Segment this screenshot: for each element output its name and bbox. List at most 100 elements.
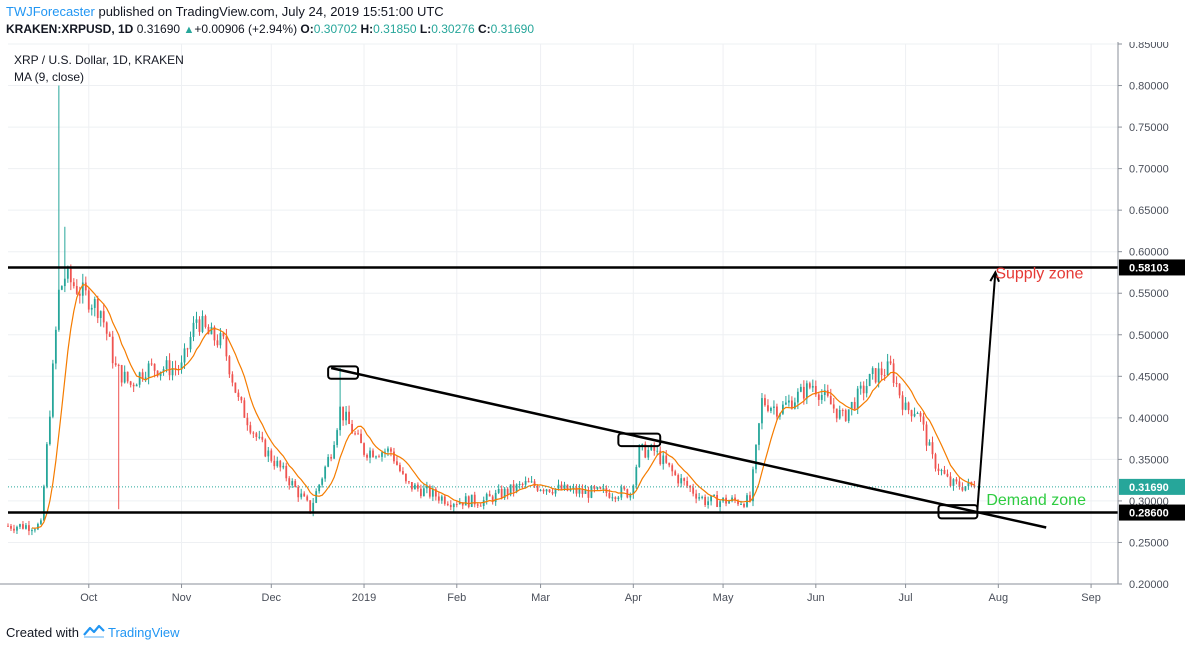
candle-body (740, 503, 742, 505)
candle-body (713, 495, 715, 497)
candle-body (578, 488, 581, 494)
candle-body (108, 333, 111, 337)
candle-body (7, 525, 9, 527)
candle-body (345, 411, 347, 421)
candle-body (416, 484, 419, 489)
candle-body (934, 454, 937, 469)
y-tick-label: 0.70000 (1129, 164, 1169, 176)
x-tick-label: Jul (899, 592, 913, 604)
candle-body (521, 483, 524, 485)
y-tick-label: 0.40000 (1129, 413, 1169, 425)
candle-body (880, 368, 883, 375)
candle-body (958, 481, 961, 488)
candle-body (300, 493, 303, 498)
candle-body (446, 503, 449, 505)
candle-body (838, 409, 841, 419)
candle-body (476, 504, 479, 506)
candle-body (93, 299, 96, 308)
candle-body (449, 504, 452, 508)
author-link[interactable]: TWJForecaster (6, 4, 95, 19)
projection-arrow-head (989, 270, 1000, 283)
candle-body (650, 444, 653, 450)
candle-body (282, 465, 285, 468)
candle-body (431, 489, 434, 497)
price-chart[interactable]: Supply zone Demand zone 0.85000 0.80000 0.7… (0, 39, 1188, 614)
candle-body (57, 289, 60, 330)
candle-body (847, 409, 850, 421)
candle-body (267, 450, 270, 457)
candle-body (144, 377, 147, 379)
candle-body (692, 487, 695, 494)
candle-body (43, 486, 45, 521)
tradingview-brand-link[interactable]: TradingView (107, 625, 180, 640)
candle-body (686, 480, 689, 486)
candle-body (820, 394, 823, 400)
candle-body (84, 282, 87, 291)
candle-body (210, 326, 213, 335)
candle-body (40, 520, 42, 524)
demand-zone-label: Demand zone (986, 492, 1086, 509)
x-tick-label: Dec (262, 592, 282, 604)
candle-body (542, 489, 545, 492)
candle-body (862, 385, 865, 394)
current-price-tag (1119, 478, 1185, 495)
candle-body (566, 484, 569, 491)
ma-line (31, 284, 975, 529)
candle-body (324, 466, 327, 479)
candle-body (428, 486, 431, 497)
candle-body (291, 481, 294, 486)
candle-body (228, 356, 231, 375)
candle-body (659, 450, 662, 465)
candle-body (16, 526, 18, 531)
candle-body (799, 386, 802, 392)
candle-body (135, 384, 138, 387)
candle-body (889, 361, 892, 364)
candle-body (19, 524, 21, 527)
candle-body (195, 319, 198, 323)
candle-body (868, 373, 871, 386)
candle-body (494, 492, 497, 503)
x-tick-label: Nov (172, 592, 192, 604)
chart-container[interactable]: Supply zone Demand zone 0.85000 0.80000 0.7… (0, 39, 1188, 614)
candle-body (369, 450, 371, 458)
candle-body (425, 486, 428, 489)
candle-body (87, 290, 90, 310)
candle-body (832, 404, 835, 409)
candle-body (414, 484, 416, 490)
candle-body (303, 493, 306, 497)
open-value: 0.30702 (313, 22, 358, 36)
candle-body (405, 473, 407, 482)
candle-body (524, 480, 527, 485)
candle-body (874, 368, 877, 383)
candle-body (132, 384, 135, 387)
candle-body (548, 489, 551, 493)
candle-body (180, 362, 183, 370)
candle-body (279, 460, 282, 468)
candle-body (45, 444, 48, 487)
candle-body (527, 480, 530, 483)
candle-body (491, 496, 494, 503)
candle-body (264, 439, 267, 457)
candle-body (973, 485, 976, 487)
candle-body (72, 282, 75, 287)
candle-body (949, 476, 952, 486)
x-tick-label: May (713, 592, 734, 604)
candle-body (802, 386, 805, 399)
y-tick-label: 0.50000 (1129, 330, 1169, 342)
candle-body (656, 450, 659, 452)
candle-body (63, 278, 66, 287)
candle-body (551, 492, 554, 494)
candle-body (105, 322, 108, 334)
candle-body (198, 319, 201, 332)
candle-body (150, 363, 153, 365)
candle-body (249, 425, 252, 433)
candle-body (904, 402, 907, 410)
highlight-box (937, 504, 979, 520)
candle-body (28, 525, 30, 531)
candle-body (22, 524, 24, 529)
candle-body (99, 311, 102, 318)
candle-body (288, 478, 291, 486)
candle-body (60, 286, 63, 290)
candle-body (614, 497, 617, 500)
candle-body (865, 385, 868, 394)
